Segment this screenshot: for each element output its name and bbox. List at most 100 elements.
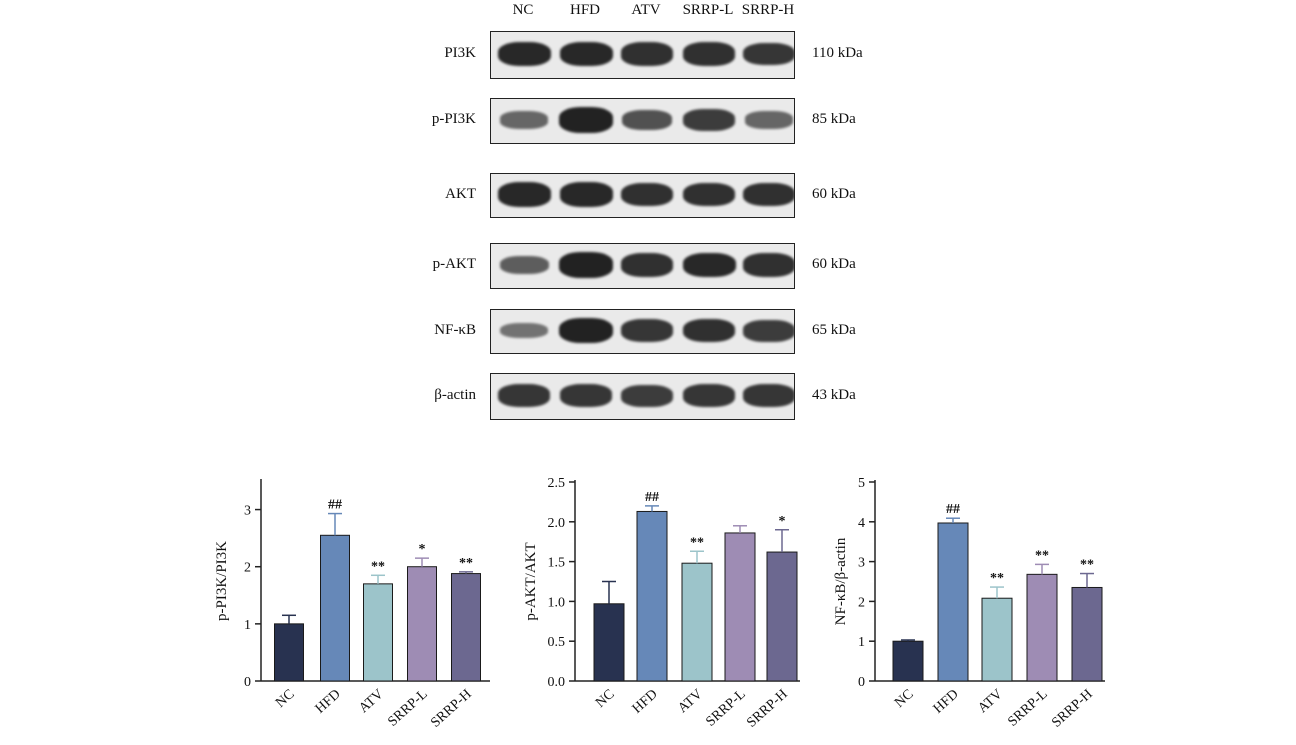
blot-size-label: 60 kDa — [812, 256, 856, 272]
y-axis-label: p-PI3K/PI3K — [214, 541, 230, 621]
y-tick-label: 0.5 — [548, 635, 566, 650]
blot-band — [560, 384, 612, 407]
significance-label: ## — [645, 490, 659, 505]
bar — [320, 534, 350, 682]
blot-band — [621, 384, 673, 407]
significance-label: ** — [690, 535, 704, 550]
significance-label: ** — [371, 559, 385, 574]
blot-size-label: 43 kDa — [812, 386, 856, 403]
bar — [937, 522, 969, 682]
blot-band — [497, 182, 551, 207]
blot-strip — [490, 243, 795, 289]
x-tick-label: HFD — [630, 687, 661, 717]
bar — [892, 640, 924, 682]
lane-label: HFD — [569, 2, 600, 18]
blot-band — [622, 110, 672, 130]
x-tick-label: HFD — [931, 687, 962, 717]
blot-band — [620, 182, 674, 207]
bar — [363, 583, 393, 682]
blot-size-label: 60 kDa — [812, 185, 856, 202]
blot-size-label: 110 kDa — [812, 45, 863, 61]
y-tick-label: 0 — [858, 675, 865, 690]
y-tick-label: 1 — [858, 635, 865, 650]
x-tick-label: ATV — [675, 687, 705, 716]
blot-band — [743, 319, 794, 342]
blot-band — [682, 182, 736, 207]
blot-band — [743, 384, 794, 407]
significance-label: ## — [328, 498, 342, 513]
blot-band — [682, 252, 736, 278]
bar — [451, 573, 481, 682]
x-tick-label: SRRP-H — [1049, 687, 1095, 731]
blot-band — [682, 318, 736, 343]
blot-size-label: 65 kDa — [812, 321, 856, 338]
blot-row-label: β-actin — [434, 386, 476, 403]
blot-band — [742, 182, 794, 207]
blot-band — [497, 41, 551, 67]
blot-strip — [490, 98, 795, 144]
blot-band — [559, 182, 613, 207]
y-axis-label: NF-κB/β-actin — [833, 537, 849, 625]
blot-strip — [490, 309, 795, 354]
blot-band — [682, 42, 736, 66]
blot-band — [620, 42, 674, 66]
lane-label: SRRP-H — [741, 2, 795, 18]
blot-row-label: p-AKT — [432, 256, 476, 272]
x-tick-label: NC — [273, 687, 297, 711]
bar — [724, 532, 756, 682]
bar — [636, 510, 668, 682]
x-tick-label: NC — [892, 687, 916, 711]
x-tick-label: NC — [593, 687, 617, 711]
blot-band — [559, 252, 613, 278]
blot-band — [683, 384, 735, 407]
x-tick-label: SRRP-L — [385, 687, 430, 730]
blot-band — [500, 322, 548, 339]
x-tick-label: SRRP-L — [703, 687, 748, 730]
blot-band — [621, 319, 673, 342]
blot-band — [742, 253, 794, 277]
y-axis-label: p-AKT/AKT — [523, 542, 539, 620]
blot-strip — [490, 173, 795, 218]
y-tick-label: 0 — [244, 675, 251, 690]
bar — [981, 597, 1013, 682]
blot-band — [683, 109, 735, 131]
bar — [1071, 586, 1103, 682]
blot-band — [743, 42, 794, 66]
blot-row-label: PI3K — [444, 45, 476, 61]
bar — [681, 562, 713, 682]
blot-band — [499, 111, 549, 129]
blot-band — [559, 107, 613, 133]
y-tick-label: 0.0 — [548, 675, 566, 690]
blot-strip — [490, 31, 795, 79]
lane-label: ATV — [631, 2, 661, 18]
significance-label: * — [779, 514, 786, 529]
significance-label: ** — [1035, 548, 1049, 563]
blot-band — [744, 111, 794, 129]
y-tick-label: 5 — [858, 476, 865, 491]
blot-band — [559, 41, 613, 67]
y-tick-label: 2 — [244, 561, 251, 576]
y-tick-label: 1.0 — [548, 595, 566, 610]
blot-band — [620, 253, 674, 277]
bar — [407, 566, 437, 682]
y-tick-label: 2.0 — [548, 516, 566, 531]
lane-label: NC — [512, 2, 534, 18]
blot-band — [499, 256, 549, 274]
x-tick-label: ATV — [975, 687, 1005, 716]
blot-band — [498, 384, 550, 407]
y-tick-label: 3 — [858, 556, 865, 571]
significance-label: ** — [990, 571, 1004, 586]
significance-label: ## — [946, 502, 960, 517]
bar — [274, 623, 304, 682]
x-tick-label: SRRP-H — [428, 687, 474, 731]
blot-row-label: NF-κB — [434, 321, 476, 338]
x-tick-label: ATV — [356, 687, 386, 716]
significance-label: ** — [459, 556, 473, 571]
bar — [1026, 573, 1058, 682]
lane-label: SRRP-L — [682, 2, 734, 18]
blot-row-label: p-PI3K — [431, 111, 476, 127]
y-tick-label: 1 — [244, 618, 251, 633]
blot-strip — [490, 373, 795, 420]
